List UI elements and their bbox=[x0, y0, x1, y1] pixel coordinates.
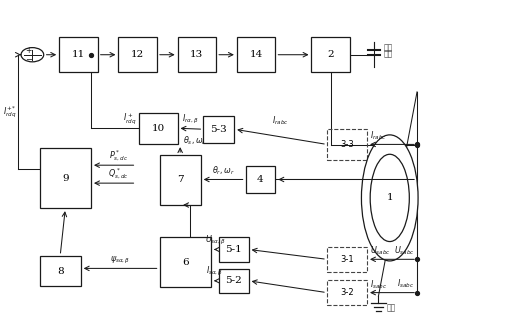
Text: 电网: 电网 bbox=[387, 303, 396, 312]
FancyBboxPatch shape bbox=[40, 148, 91, 208]
Text: 环节: 环节 bbox=[384, 49, 393, 58]
Text: $\theta_r,\omega_r$: $\theta_r,\omega_r$ bbox=[212, 164, 235, 177]
Text: 直流: 直流 bbox=[384, 43, 393, 52]
Text: 5-1: 5-1 bbox=[225, 245, 242, 254]
Text: $U_{s\alpha,\beta}$: $U_{s\alpha,\beta}$ bbox=[204, 234, 225, 247]
FancyBboxPatch shape bbox=[160, 237, 211, 288]
Text: $I_{r\alpha,\beta}$: $I_{r\alpha,\beta}$ bbox=[182, 112, 199, 126]
FancyBboxPatch shape bbox=[203, 116, 234, 143]
Text: $I_{rabc}$: $I_{rabc}$ bbox=[369, 130, 386, 142]
Text: $I_{rdq}^+$: $I_{rdq}^+$ bbox=[123, 111, 136, 126]
Text: −: − bbox=[25, 55, 32, 64]
Text: 6: 6 bbox=[182, 258, 189, 267]
Text: $I_{sabc}$: $I_{sabc}$ bbox=[369, 278, 387, 291]
FancyBboxPatch shape bbox=[219, 237, 249, 261]
FancyBboxPatch shape bbox=[246, 166, 276, 193]
Text: 5-2: 5-2 bbox=[225, 276, 242, 285]
Text: 13: 13 bbox=[190, 50, 203, 59]
FancyBboxPatch shape bbox=[59, 37, 98, 72]
Text: 5-3: 5-3 bbox=[211, 125, 227, 134]
Text: $I_{rabc}$: $I_{rabc}$ bbox=[272, 114, 289, 126]
Ellipse shape bbox=[370, 154, 409, 242]
Text: 3-3: 3-3 bbox=[340, 140, 354, 149]
Text: 7: 7 bbox=[177, 175, 183, 185]
FancyBboxPatch shape bbox=[219, 269, 249, 293]
FancyBboxPatch shape bbox=[237, 37, 276, 72]
Text: $I_{rdq}^{+*}$: $I_{rdq}^{+*}$ bbox=[3, 104, 17, 120]
FancyBboxPatch shape bbox=[178, 37, 216, 72]
Text: $Q_{s,dc}^*$: $Q_{s,dc}^*$ bbox=[108, 166, 129, 181]
Text: 14: 14 bbox=[249, 50, 263, 59]
Text: 11: 11 bbox=[72, 50, 85, 59]
Text: $P_{s,dc}^*$: $P_{s,dc}^*$ bbox=[110, 148, 129, 163]
Text: 1: 1 bbox=[386, 193, 393, 202]
Text: 4: 4 bbox=[257, 175, 264, 184]
Text: 3-1: 3-1 bbox=[340, 255, 354, 264]
Ellipse shape bbox=[362, 135, 418, 261]
Text: 8: 8 bbox=[57, 267, 63, 275]
Text: +: + bbox=[25, 46, 31, 55]
Text: 9: 9 bbox=[62, 174, 69, 183]
Text: $I_{s\alpha,\beta}$: $I_{s\alpha,\beta}$ bbox=[206, 265, 224, 278]
FancyBboxPatch shape bbox=[311, 37, 350, 72]
Text: $I_{sabc}$: $I_{sabc}$ bbox=[397, 277, 414, 290]
Text: $\theta_s,\omega_l$: $\theta_s,\omega_l$ bbox=[183, 134, 205, 147]
Text: $U_{sabc}$: $U_{sabc}$ bbox=[369, 245, 390, 258]
FancyBboxPatch shape bbox=[139, 113, 178, 144]
Text: 12: 12 bbox=[131, 50, 144, 59]
Text: 10: 10 bbox=[151, 124, 165, 133]
Text: $\psi_{s\alpha,\beta}$: $\psi_{s\alpha,\beta}$ bbox=[110, 255, 130, 266]
Text: $U_{sabc}$: $U_{sabc}$ bbox=[394, 244, 414, 257]
Text: 2: 2 bbox=[328, 50, 334, 59]
FancyBboxPatch shape bbox=[118, 37, 157, 72]
Circle shape bbox=[21, 48, 43, 62]
FancyBboxPatch shape bbox=[40, 256, 81, 287]
FancyBboxPatch shape bbox=[160, 155, 201, 205]
Text: 3-2: 3-2 bbox=[340, 288, 354, 297]
